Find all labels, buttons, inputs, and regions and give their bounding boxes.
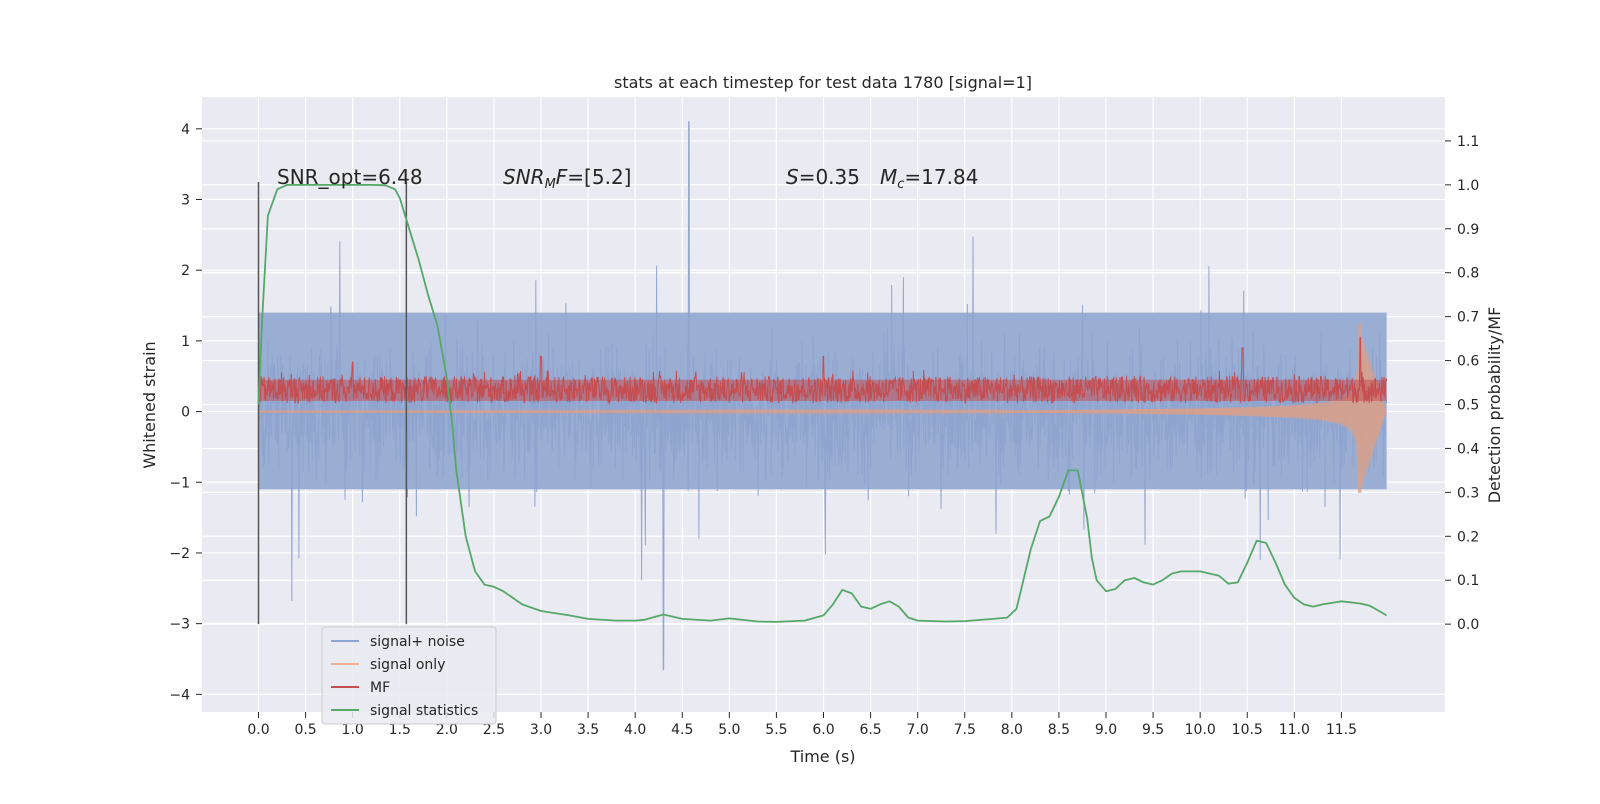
x-tick-label: 0.0 xyxy=(247,722,269,738)
x-tick-label: 9.0 xyxy=(1095,722,1117,738)
y-right-tick-label: 0.4 xyxy=(1457,441,1479,457)
y-tick-label: −3 xyxy=(169,617,190,633)
x-tick-label: 10.5 xyxy=(1232,722,1263,738)
x-tick-label: 8.0 xyxy=(1001,722,1023,738)
signal-statistics-series xyxy=(257,183,1388,623)
x-tick-label: 7.0 xyxy=(907,722,929,738)
x-tick-label: 9.5 xyxy=(1142,722,1164,738)
y-right-axis-ticks: 1.1 1.0 0.9 0.8 0.7 0.6 0.5 0.4 0.3 0.2 0.1 0.0 xyxy=(1445,134,1479,633)
y-right-tick-label: 0.0 xyxy=(1457,617,1479,633)
y-right-tick-label: 0.1 xyxy=(1457,573,1479,589)
chart-title: stats at each timestep for test data 178… xyxy=(614,73,1032,92)
y-right-tick-label: 0.3 xyxy=(1457,485,1479,501)
legend-frame xyxy=(321,626,497,725)
legend-label-signal-statistics: signal statistics xyxy=(370,703,478,719)
legend: signal+ noise signal only MF signal stat… xyxy=(321,626,497,725)
mc-annotation: Mc=17.84 xyxy=(880,165,978,192)
x-tick-label: 4.5 xyxy=(671,722,693,738)
y-tick-label: −1 xyxy=(169,475,190,491)
x-tick-label: 0.5 xyxy=(294,722,316,738)
y-right-tick-label: 0.5 xyxy=(1457,398,1479,414)
x-tick-label: 3.0 xyxy=(530,722,552,738)
plot-series xyxy=(257,121,1388,671)
x-tick-label: 2.0 xyxy=(436,722,458,738)
y-right-tick-label: 0.2 xyxy=(1457,529,1479,545)
x-tick-label: 5.5 xyxy=(765,722,787,738)
x-tick-label: 2.5 xyxy=(483,722,505,738)
y-right-tick-label: 0.8 xyxy=(1457,266,1479,282)
y-right-tick-label: 0.9 xyxy=(1457,222,1479,238)
y-right-tick-label: 0.6 xyxy=(1457,354,1479,370)
x-tick-label: 10.0 xyxy=(1185,722,1216,738)
x-tick-label: 11.0 xyxy=(1279,722,1310,738)
y-tick-label: 4 xyxy=(181,122,190,138)
signal-only-series xyxy=(258,323,1388,493)
legend-label-signal-noise: signal+ noise xyxy=(370,634,465,650)
y-axis-ticks: 4 3 2 1 0 −1 −2 −3 −4 xyxy=(169,122,202,703)
x-tick-label: 11.5 xyxy=(1326,722,1357,738)
x-tick-label: 1.0 xyxy=(342,722,364,738)
y-right-tick-label: 1.1 xyxy=(1457,134,1479,150)
snr-mf-annotation: SNRMF=[5.2] xyxy=(503,165,631,192)
snr-opt-annotation: SNR_opt=6.48 xyxy=(277,165,423,189)
signal-only-line xyxy=(258,323,1388,493)
y-tick-label: 3 xyxy=(181,193,190,209)
signal-statistics-line xyxy=(257,183,1388,623)
y-axis-label: Whitened strain xyxy=(140,341,159,468)
mf-line xyxy=(258,336,1388,405)
y-tick-label: −4 xyxy=(169,687,190,703)
y-right-tick-label: 0.7 xyxy=(1457,310,1479,326)
y-tick-label: 0 xyxy=(181,405,190,421)
x-tick-label: 3.5 xyxy=(577,722,599,738)
x-tick-label: 1.5 xyxy=(389,722,411,738)
y-right-tick-label: 1.0 xyxy=(1457,178,1479,194)
y-tick-label: −2 xyxy=(169,546,190,562)
x-tick-label: 6.5 xyxy=(859,722,881,738)
y-right-axis-label: Detection probability/MF xyxy=(1485,307,1504,504)
y-tick-label: 1 xyxy=(181,334,190,350)
x-axis-ticks: 0.0 0.5 1.0 1.5 2.0 2.5 3.0 3.5 4.0 4.5 5.0 5.5 6.0 6… xyxy=(247,712,1357,738)
x-tick-label: 7.5 xyxy=(954,722,976,738)
legend-label-mf: MF xyxy=(370,680,390,696)
legend-label-signal-only: signal only xyxy=(370,657,445,673)
y-tick-label: 2 xyxy=(181,263,190,279)
x-tick-label: 8.5 xyxy=(1048,722,1070,738)
s-annotation: S=0.35 xyxy=(786,165,860,189)
x-tick-label: 5.0 xyxy=(718,722,740,738)
x-tick-label: 4.0 xyxy=(624,722,646,738)
mf-series xyxy=(258,336,1388,405)
x-tick-label: 6.0 xyxy=(812,722,834,738)
x-axis-label: Time (s) xyxy=(789,747,855,766)
